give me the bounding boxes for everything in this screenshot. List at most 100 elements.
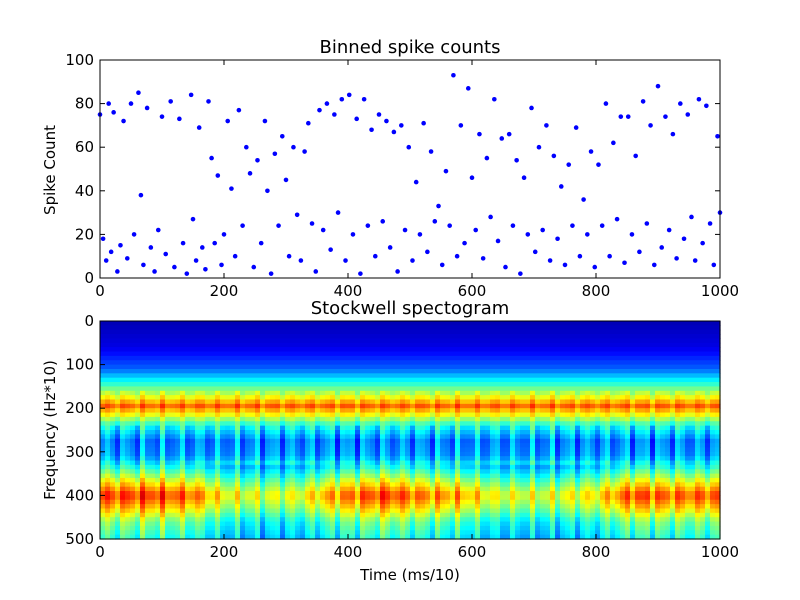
heatmap-cell: [495, 464, 501, 470]
heatmap-cell: [245, 443, 251, 449]
heatmap-cell: [265, 386, 271, 392]
heatmap-cell: [160, 443, 166, 449]
heatmap-cell: [425, 373, 431, 379]
heatmap-cell: [265, 443, 271, 449]
heatmap-cell: [205, 329, 211, 335]
heatmap-cell: [210, 430, 216, 435]
heatmap-cell: [280, 464, 286, 470]
heatmap-cell: [165, 390, 171, 396]
heatmap-cell: [115, 469, 121, 475]
heatmap-cell: [115, 473, 121, 479]
heatmap-cell: [350, 416, 356, 422]
heatmap-cell: [230, 321, 236, 326]
heatmap-cell: [255, 477, 261, 483]
heatmap-cell: [350, 347, 356, 353]
heatmap-cell: [245, 530, 251, 536]
heatmap-cell: [130, 434, 136, 440]
heatmap-cell: [105, 491, 111, 496]
heatmap-cell: [135, 434, 141, 440]
heatmap-cell: [195, 364, 201, 370]
heatmap-cell: [525, 443, 531, 449]
heatmap-cell: [535, 368, 541, 374]
heatmap-cell: [235, 434, 241, 440]
heatmap-cell: [470, 456, 476, 462]
heatmap-cell: [320, 486, 326, 492]
heatmap-cell: [520, 499, 526, 505]
heatmap-cell: [535, 499, 541, 505]
heatmap-cell: [520, 408, 526, 414]
heatmap-cell: [385, 329, 391, 335]
heatmap-cell: [530, 447, 536, 453]
heatmap-cell: [180, 386, 186, 392]
heatmap-cell: [100, 482, 106, 488]
heatmap-cell: [195, 430, 201, 435]
heatmap-cell: [465, 495, 471, 501]
heatmap-cell: [355, 325, 361, 331]
scatter-point: [124, 256, 130, 261]
heatmap-cell: [375, 456, 381, 462]
heatmap-cell: [330, 473, 336, 479]
heatmap-cell: [265, 530, 271, 536]
heatmap-cell: [255, 491, 261, 496]
heatmap-cell: [375, 368, 381, 374]
heatmap-cell: [430, 530, 436, 536]
heatmap-cell: [515, 325, 521, 331]
heatmap-cell: [225, 477, 231, 483]
heatmap-cell: [485, 395, 491, 401]
heatmap-cell: [110, 373, 116, 379]
heatmap-cell: [385, 382, 391, 387]
heatmap-cell: [225, 373, 231, 379]
heatmap-cell: [425, 525, 431, 531]
heatmap-cell: [180, 408, 186, 414]
heatmap-cell: [240, 377, 246, 383]
heatmap-cell: [495, 530, 501, 536]
heatmap-cell: [210, 517, 216, 523]
scatter-point: [443, 168, 449, 174]
heatmap-cell: [425, 447, 431, 453]
heatmap-cell: [160, 364, 166, 370]
heatmap-cell: [530, 521, 536, 527]
heatmap-cell: [325, 342, 331, 348]
heatmap-cell: [260, 491, 266, 496]
heatmap-cell: [105, 403, 111, 409]
heatmap-cell: [490, 504, 496, 510]
heatmap-cell: [430, 390, 436, 396]
heatmap-cell: [305, 425, 311, 431]
heatmap-cell: [410, 504, 416, 510]
heatmap-cell: [385, 473, 391, 479]
heatmap-cell: [460, 395, 466, 401]
heatmap-cell: [130, 377, 136, 383]
heatmap-cell: [525, 364, 531, 370]
heatmap-cell: [450, 460, 456, 466]
heatmap-cell: [340, 525, 346, 531]
heatmap-cell: [175, 530, 181, 536]
heatmap-cell: [440, 495, 446, 501]
heatmap-cell: [390, 447, 396, 453]
heatmap-cell: [335, 438, 341, 444]
heatmap-cell: [115, 399, 121, 405]
heatmap-cell: [145, 347, 151, 353]
scatter-point: [384, 118, 389, 124]
heatmap-cell: [110, 364, 116, 370]
heatmap-cell: [280, 325, 286, 331]
heatmap-cell: [315, 329, 321, 335]
heatmap-cell: [385, 412, 391, 418]
heatmap-cell: [515, 342, 521, 348]
heatmap-cell: [320, 534, 326, 540]
heatmap-cell: [450, 495, 456, 501]
heatmap-cell: [160, 495, 166, 501]
heatmap-cell: [365, 342, 371, 348]
heatmap-cell: [185, 382, 191, 387]
heatmap-cell: [490, 430, 496, 435]
heatmap-cell: [100, 373, 106, 379]
heatmap-cell: [300, 477, 306, 483]
heatmap-cell: [130, 491, 136, 496]
heatmap-cell: [460, 430, 466, 435]
heatmap-cell: [155, 338, 161, 344]
heatmap-cell: [345, 395, 351, 401]
heatmap-cell: [475, 347, 481, 353]
heatmap-cell: [405, 355, 411, 361]
heatmap-cell: [410, 482, 416, 488]
heatmap-cell: [240, 390, 246, 396]
heatmap-cell: [505, 504, 511, 510]
